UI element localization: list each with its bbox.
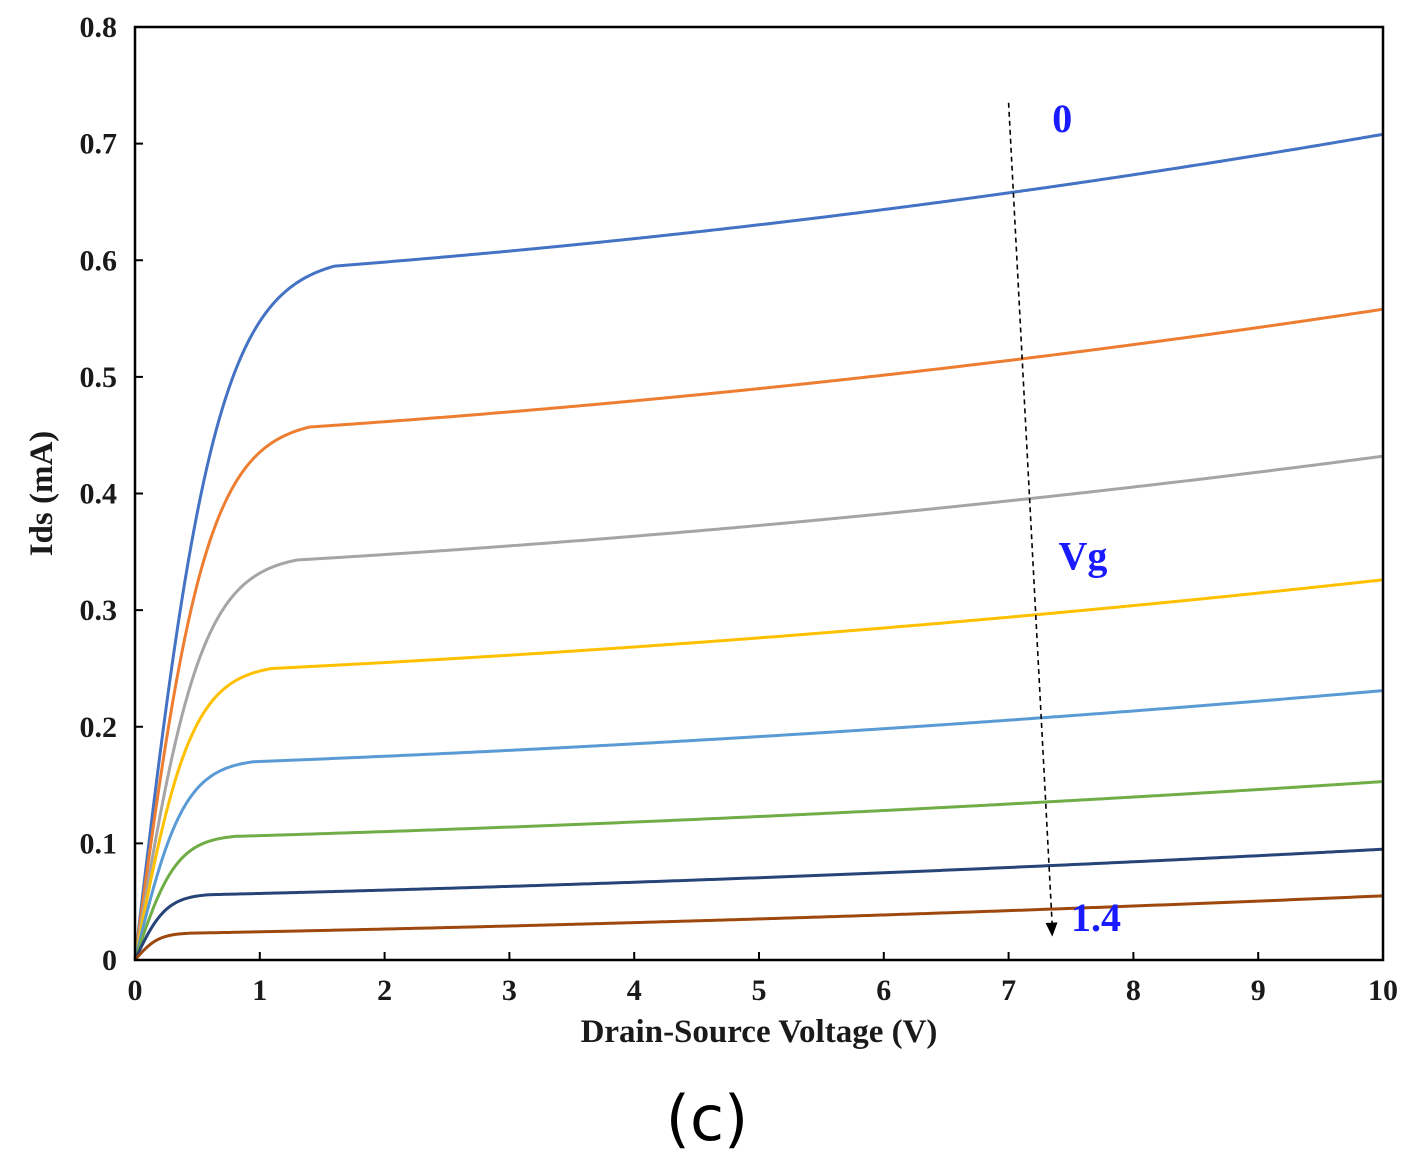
- y-axis-label: Ids (mA): [24, 431, 60, 557]
- x-tick-label: 7: [1001, 974, 1016, 1007]
- series-line-2: [133, 307, 1384, 961]
- y-axis-ticks: 0 0.1 0.2 0.3 0.4 0.5 0.6 0.7 0.8: [80, 11, 143, 977]
- series-line-4: [133, 578, 1384, 961]
- series-line-3: [133, 454, 1384, 961]
- label-bottom: 1.4: [1071, 895, 1121, 940]
- x-tick-label: 10: [1368, 974, 1398, 1007]
- x-tick-label: 5: [752, 974, 767, 1007]
- x-tick-label: 3: [502, 974, 517, 1007]
- y-tick-label: 0.4: [80, 478, 118, 511]
- x-tick-label: 9: [1251, 974, 1266, 1007]
- y-tick-label: 0.7: [80, 128, 118, 161]
- arrow-shaft: [1007, 102, 1054, 927]
- arrow-head: [1045, 922, 1058, 937]
- annotations: 0 Vg 1.4: [1052, 96, 1121, 940]
- plot-frame: [133, 25, 1385, 962]
- x-tick-label: 0: [128, 974, 143, 1007]
- panel-label: (c): [666, 1082, 748, 1155]
- y-tick-label: 0: [102, 944, 117, 977]
- plot-lines: [133, 132, 1384, 961]
- x-tick-label: 8: [1126, 974, 1141, 1007]
- series-line-5: [133, 689, 1384, 961]
- x-tick-label: 6: [876, 974, 891, 1007]
- y-tick-label: 0.6: [80, 244, 118, 277]
- x-axis-ticks: 0 1 2 3 4 5 6 7 8 9 10: [128, 952, 1398, 1007]
- y-tick-label: 0.3: [80, 594, 118, 627]
- series-line-1: [133, 132, 1384, 961]
- x-axis-label: Drain-Source Voltage (V): [581, 1014, 938, 1050]
- series-line-7: [133, 847, 1384, 961]
- x-tick-label: 4: [627, 974, 642, 1007]
- label-mid: Vg: [1059, 533, 1108, 578]
- x-tick-label: 2: [377, 974, 392, 1007]
- vg-arrow: [1007, 102, 1058, 937]
- series-line-6: [133, 780, 1384, 961]
- series-line-8: [133, 894, 1384, 961]
- y-tick-label: 0.1: [80, 827, 118, 860]
- x-tick-label: 1: [252, 974, 267, 1007]
- y-tick-label: 0.8: [80, 11, 118, 44]
- y-tick-label: 0.5: [80, 361, 118, 394]
- y-tick-label: 0.2: [80, 711, 118, 744]
- label-top: 0: [1052, 96, 1072, 141]
